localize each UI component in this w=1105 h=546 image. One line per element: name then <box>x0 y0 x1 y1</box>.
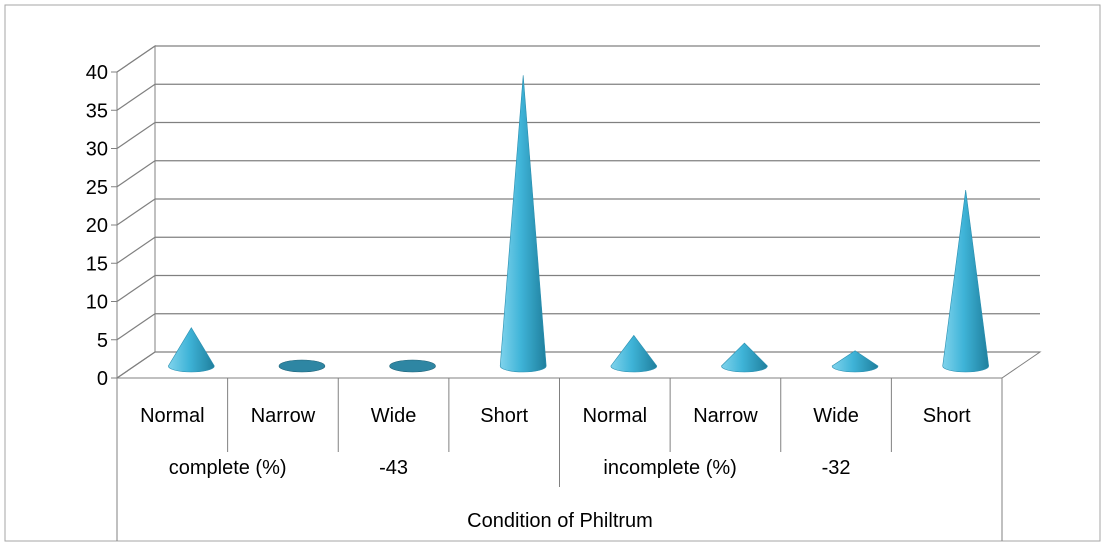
cone-mark-4 <box>610 334 658 373</box>
outer-border <box>4 4 1101 542</box>
category-label: Short <box>480 405 528 427</box>
data-marks <box>168 75 989 373</box>
gridline-side <box>116 122 156 149</box>
cone-mark-3 <box>499 75 547 373</box>
cone-mark-2 <box>389 359 436 373</box>
y-axis-ticks: 0 5 10 15 20 25 30 35 40 <box>86 62 118 390</box>
group-label: incomplete (%) <box>603 457 736 479</box>
category-labels: Normal Narrow Wide Short Normal Narrow Wide Sho… <box>116 378 1003 541</box>
y-tick-label: 30 <box>86 139 108 161</box>
y-tick-label: 25 <box>86 177 108 199</box>
category-label: Normal <box>140 405 204 427</box>
category-label: Short <box>923 405 971 427</box>
cone-mark-7 <box>942 190 989 373</box>
y-tick-label: 0 <box>97 368 108 390</box>
category-label: Wide <box>813 405 859 427</box>
gridline-side <box>116 198 156 226</box>
y-tick-label: 35 <box>86 100 108 122</box>
gridline-side <box>116 45 156 73</box>
group-sublabel: -43 <box>379 457 408 479</box>
cone-mark-5 <box>721 342 768 373</box>
y-tick-label: 40 <box>86 62 108 84</box>
gridline-side <box>116 160 156 188</box>
y-tick-label: 20 <box>86 215 108 237</box>
gridlines <box>116 45 1040 379</box>
group-label: complete (%) <box>169 457 287 479</box>
gridline-side <box>116 236 156 264</box>
category-label: Narrow <box>693 405 758 427</box>
y-tick-label: 10 <box>86 292 108 314</box>
category-label: Wide <box>371 405 417 427</box>
gridline-side <box>116 83 156 111</box>
group-labels: complete (%) -43 incomplete (%) -32 <box>169 457 851 479</box>
category-label: Normal <box>583 405 647 427</box>
category-label: Narrow <box>251 405 316 427</box>
group-sublabel: -32 <box>822 457 851 479</box>
y-tick-label: 5 <box>97 330 108 352</box>
y-tick-label: 15 <box>86 253 108 275</box>
cone-mark-0 <box>168 327 215 373</box>
gridline-side <box>116 313 156 341</box>
cone-mark-1 <box>278 359 326 373</box>
gridline-side <box>116 351 156 379</box>
gridline-side <box>116 275 156 302</box>
cone-mark-6 <box>831 350 879 373</box>
x-axis-title: Condition of Philtrum <box>467 510 653 532</box>
